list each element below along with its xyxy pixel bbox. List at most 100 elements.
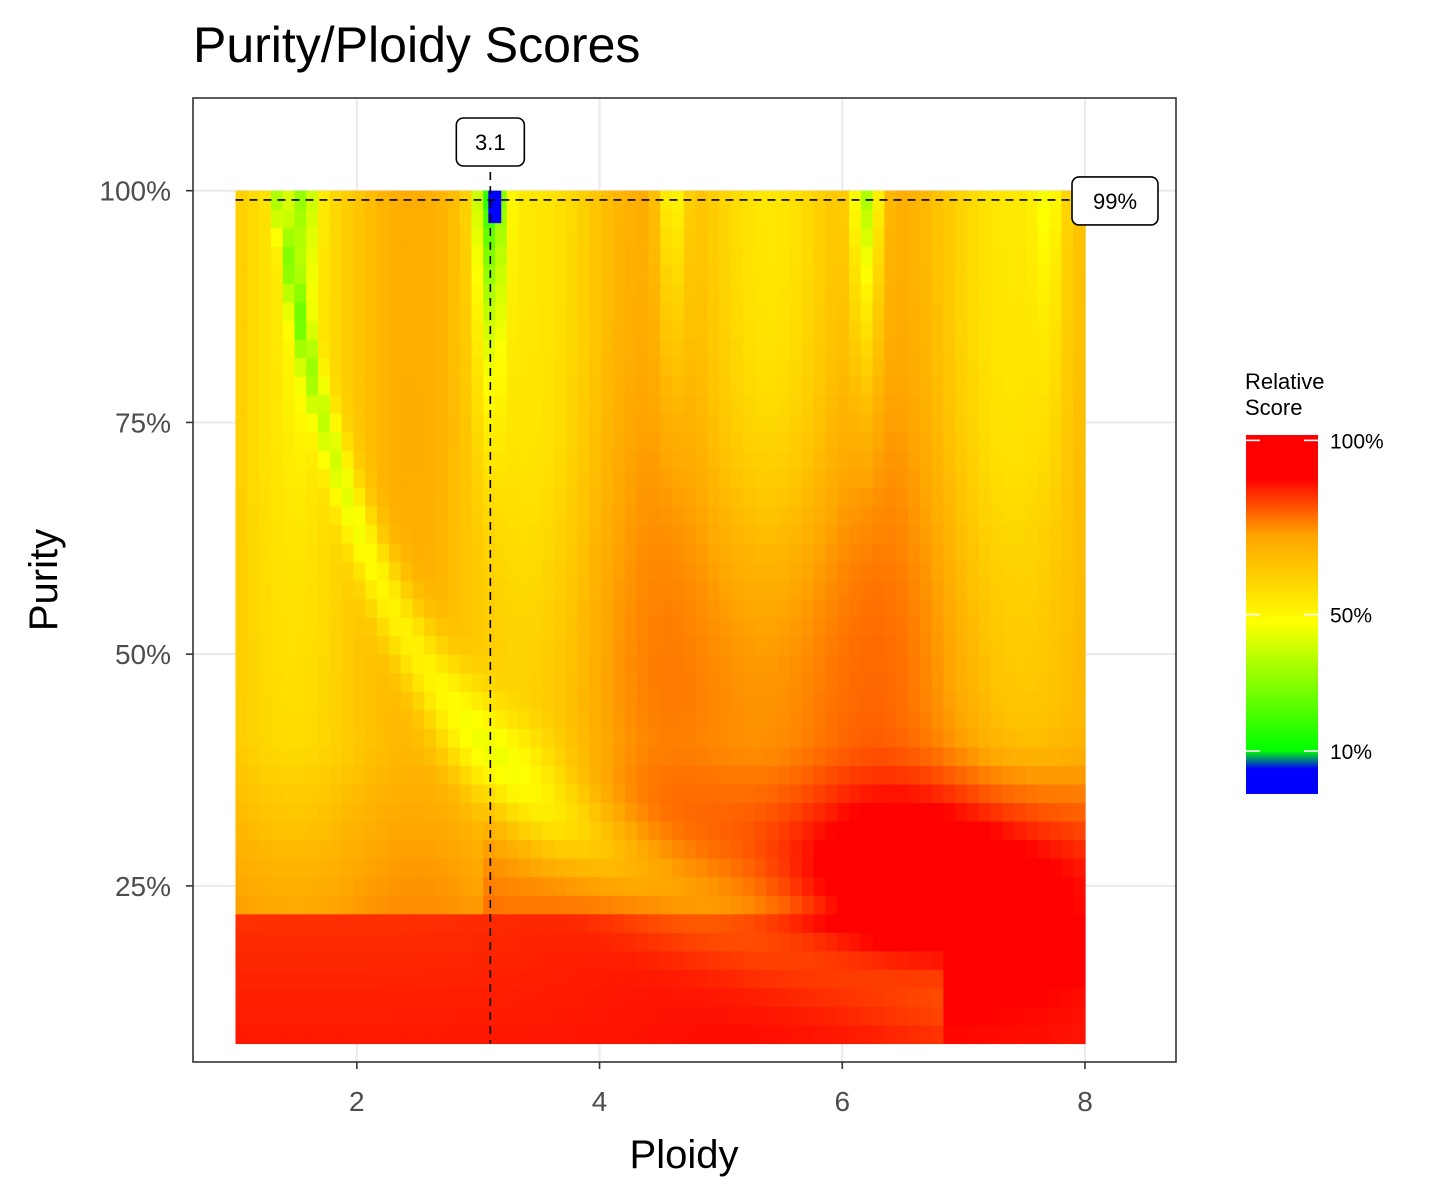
heatmap-cell	[400, 301, 414, 322]
heatmap-cell	[306, 672, 319, 692]
heatmap-cell	[801, 654, 815, 674]
heatmap-cell	[872, 765, 886, 785]
heatmap-cell	[247, 431, 260, 451]
heatmap-cell	[436, 691, 449, 711]
heatmap-cell	[754, 950, 768, 970]
heatmap-cell	[1061, 691, 1074, 711]
heatmap-cell	[377, 1006, 390, 1026]
heatmap-cell	[613, 746, 626, 766]
heatmap-cell	[731, 913, 744, 933]
heatmap-cell	[908, 394, 921, 414]
heatmap-cell	[978, 895, 992, 915]
heatmap-cell	[412, 450, 425, 470]
heatmap-cell	[353, 264, 366, 284]
heatmap-cell	[695, 709, 709, 729]
heatmap-cell	[447, 950, 461, 970]
heatmap-cell	[601, 635, 614, 655]
heatmap-cell	[719, 209, 732, 229]
heatmap-cell	[931, 802, 944, 822]
heatmap-cell	[955, 301, 968, 322]
heatmap-cell	[860, 394, 874, 414]
heatmap-cell	[589, 209, 602, 229]
heatmap-cell	[1014, 839, 1027, 859]
heatmap-cell	[306, 617, 319, 637]
heatmap-cell	[1037, 617, 1051, 637]
heatmap-cell	[872, 746, 886, 766]
heatmap-cell	[660, 505, 673, 525]
heatmap-cell	[270, 691, 284, 711]
heatmap-cell	[860, 802, 874, 822]
heatmap-cell	[1025, 783, 1039, 804]
heatmap-cell	[837, 765, 850, 785]
heatmap-cell	[259, 969, 272, 989]
heatmap-cell	[860, 431, 874, 451]
heatmap-cell	[754, 283, 768, 303]
heatmap-cell	[270, 969, 284, 989]
heatmap-cell	[247, 376, 260, 396]
heatmap-cell	[589, 913, 602, 933]
heatmap-cell	[259, 1024, 272, 1045]
heatmap-cell	[447, 524, 461, 544]
heatmap-cell	[259, 913, 272, 933]
heatmap-cell	[707, 209, 720, 229]
heatmap-cell	[318, 950, 331, 970]
heatmap-cell	[601, 969, 614, 989]
heatmap-cell	[353, 468, 366, 488]
heatmap-cell	[966, 783, 980, 804]
heatmap-cell	[306, 450, 319, 470]
heatmap-cell	[506, 209, 520, 229]
heatmap-cell	[282, 524, 296, 544]
heatmap-cell	[872, 339, 886, 359]
heatmap-cell	[506, 821, 520, 841]
heatmap-cell	[943, 394, 956, 414]
heatmap-cell	[554, 468, 567, 488]
heatmap-cell	[754, 301, 768, 322]
heatmap-cell	[506, 672, 520, 692]
heatmap-cell	[931, 654, 944, 674]
heatmap-cell	[412, 821, 425, 841]
heatmap-cell	[294, 580, 307, 600]
y-tick-label-3: 100%	[99, 176, 171, 207]
heatmap-cell	[931, 320, 944, 340]
heatmap-cell	[601, 227, 614, 247]
heatmap-cell	[318, 969, 331, 989]
heatmap-cell	[483, 227, 496, 247]
heatmap-cell	[766, 264, 779, 284]
heatmap-cell	[259, 895, 272, 915]
heatmap-cell	[672, 542, 685, 563]
heatmap-cell	[683, 672, 697, 692]
heatmap-cell	[247, 969, 260, 989]
heatmap-cell	[506, 227, 520, 247]
heatmap-cell	[707, 394, 720, 414]
heatmap-cell	[400, 617, 414, 637]
heatmap-cell	[530, 376, 543, 396]
heatmap-cell	[778, 524, 791, 544]
heatmap-cell	[483, 246, 496, 266]
heatmap-cell	[495, 987, 508, 1007]
heatmap-cell	[483, 413, 496, 433]
heatmap-cell	[459, 802, 473, 822]
heatmap-cell	[943, 264, 956, 284]
heatmap-cell	[235, 598, 248, 618]
heatmap-cell	[388, 209, 402, 229]
heatmap-cell	[282, 468, 296, 488]
heatmap-cell	[565, 320, 579, 340]
heatmap-cell	[483, 617, 496, 637]
heatmap-cell	[412, 505, 425, 525]
heatmap-cell	[908, 450, 921, 470]
heatmap-cell	[601, 728, 614, 748]
heatmap-cell	[978, 672, 992, 692]
heatmap-cell	[400, 264, 414, 284]
heatmap-cell	[636, 617, 650, 637]
heatmap-cell	[801, 413, 815, 433]
heatmap-cell	[329, 598, 343, 618]
heatmap-cell	[966, 357, 980, 377]
heatmap-cell	[648, 691, 661, 711]
heatmap-cell	[247, 227, 260, 247]
heatmap-cell	[896, 691, 909, 711]
heatmap-cell	[1049, 969, 1062, 989]
heatmap-cell	[790, 283, 803, 303]
heatmap-cell	[695, 431, 709, 451]
heatmap-cell	[801, 339, 815, 359]
heatmap-cell	[388, 654, 402, 674]
